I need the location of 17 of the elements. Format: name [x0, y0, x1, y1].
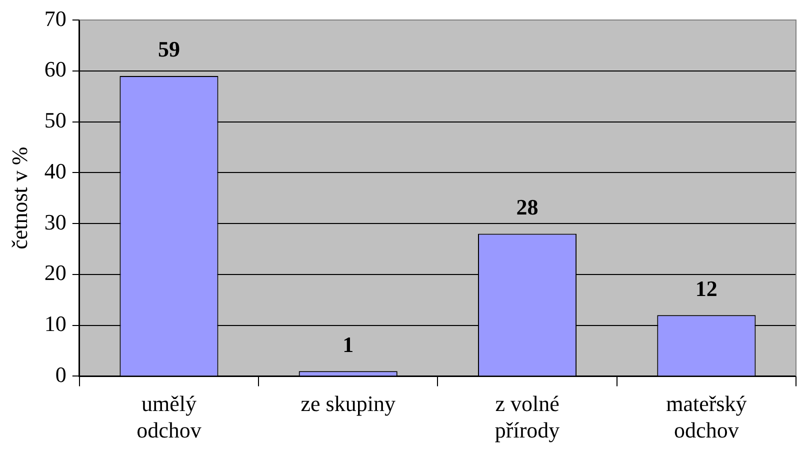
y-tick-label: 60 [44, 56, 66, 82]
x-tick-label: ze skupiny [300, 391, 396, 416]
y-tick-label: 70 [44, 6, 66, 31]
data-label: 28 [516, 194, 538, 220]
x-tick-label: z volné přírody [494, 391, 560, 443]
data-label: 12 [695, 276, 718, 301]
y-tick-label: 20 [44, 260, 66, 286]
y-tick-label: 10 [44, 311, 66, 336]
y-tick-label: 30 [44, 209, 66, 234]
x-tick-label: mateřský odchov [666, 391, 747, 443]
data-label: 59 [158, 36, 180, 62]
y-axis-title: četnost v % [6, 146, 32, 250]
data-label: 1 [342, 332, 354, 357]
y-tick-label: 40 [44, 158, 66, 184]
y-tick-label: 0 [55, 362, 66, 387]
x-tick-label: umělý odchov [136, 391, 202, 443]
y-tick-label: 50 [44, 108, 66, 133]
